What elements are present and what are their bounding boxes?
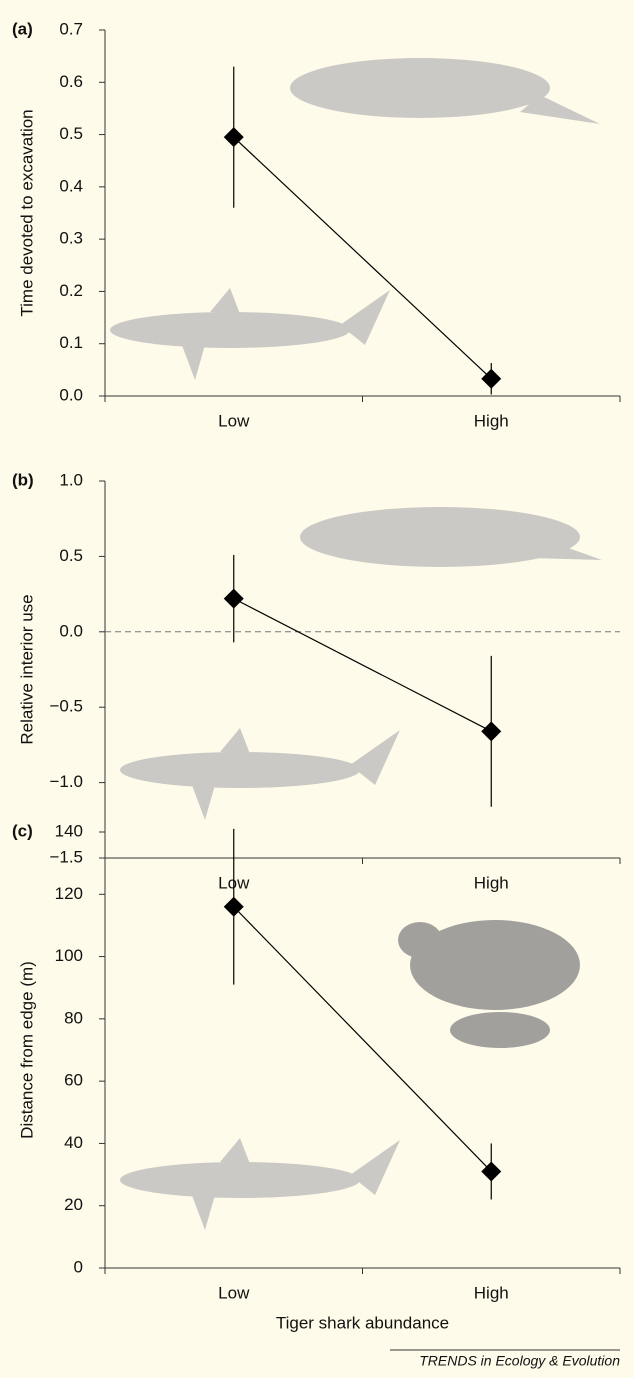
y-tick-label: 0.1 — [59, 333, 83, 352]
dugong — [300, 507, 580, 567]
line — [233, 136, 492, 380]
y-axis-label: Relative interior use — [17, 594, 36, 744]
y-axis-label: Distance from edge (m) — [17, 961, 36, 1139]
y-tick-label: −0.5 — [49, 697, 83, 716]
x-tick-label: High — [474, 1283, 509, 1302]
y-tick-label: −1.0 — [49, 772, 83, 791]
dugong-tail — [530, 545, 602, 560]
marker — [223, 896, 244, 917]
x-axis-label: Tiger shark abundance — [276, 1313, 449, 1332]
marker — [481, 1161, 502, 1182]
turtle-head — [398, 922, 442, 958]
panel-label: (a) — [12, 19, 33, 38]
y-tick-label: 0.0 — [59, 621, 83, 640]
illustrations — [110, 58, 602, 1230]
x-tick-label: Low — [218, 411, 250, 430]
y-tick-label: 140 — [55, 821, 83, 840]
y-tick-label: 40 — [64, 1133, 83, 1152]
y-tick-label: 100 — [55, 946, 83, 965]
y-tick-label: 0.6 — [59, 72, 83, 91]
shark-fins — [190, 728, 400, 820]
panel-label: (b) — [12, 470, 34, 489]
y-tick-label: 0.7 — [59, 19, 83, 38]
y-tick-label: −1.5 — [49, 847, 83, 866]
x-tick-label: Low — [218, 1283, 250, 1302]
marker — [223, 588, 244, 609]
shark — [120, 752, 360, 788]
x-tick-label: High — [474, 873, 509, 892]
marker — [223, 127, 244, 148]
y-tick-label: 0.2 — [59, 281, 83, 300]
y-tick-label: 0.5 — [59, 124, 83, 143]
turtle-flipper — [450, 1012, 550, 1048]
shark — [110, 312, 350, 348]
y-tick-label: 0.4 — [59, 176, 83, 195]
y-tick-label: 0.3 — [59, 229, 83, 248]
y-axis-label: Time devoted to excavation — [17, 109, 36, 316]
dugong — [290, 58, 550, 118]
line — [233, 906, 492, 1172]
y-tick-label: 20 — [64, 1195, 83, 1214]
marker — [481, 721, 502, 742]
turtle — [410, 920, 580, 1010]
y-tick-label: 120 — [55, 884, 83, 903]
dugong-tail — [520, 95, 600, 124]
y-tick-label: 0.0 — [59, 385, 83, 404]
marker — [481, 368, 502, 389]
y-tick-label: 80 — [64, 1008, 83, 1027]
shark — [120, 1162, 360, 1198]
shark-fins — [180, 288, 390, 380]
line — [233, 598, 492, 732]
shark-fins — [190, 1138, 400, 1230]
footer: TRENDS in Ecology & Evolution — [419, 1353, 620, 1369]
panel-label: (c) — [12, 821, 33, 840]
y-tick-label: 0 — [74, 1257, 83, 1276]
x-tick-label: High — [474, 411, 509, 430]
y-tick-label: 1.0 — [59, 470, 83, 489]
y-tick-label: 60 — [64, 1071, 83, 1090]
y-tick-label: 0.5 — [59, 546, 83, 565]
